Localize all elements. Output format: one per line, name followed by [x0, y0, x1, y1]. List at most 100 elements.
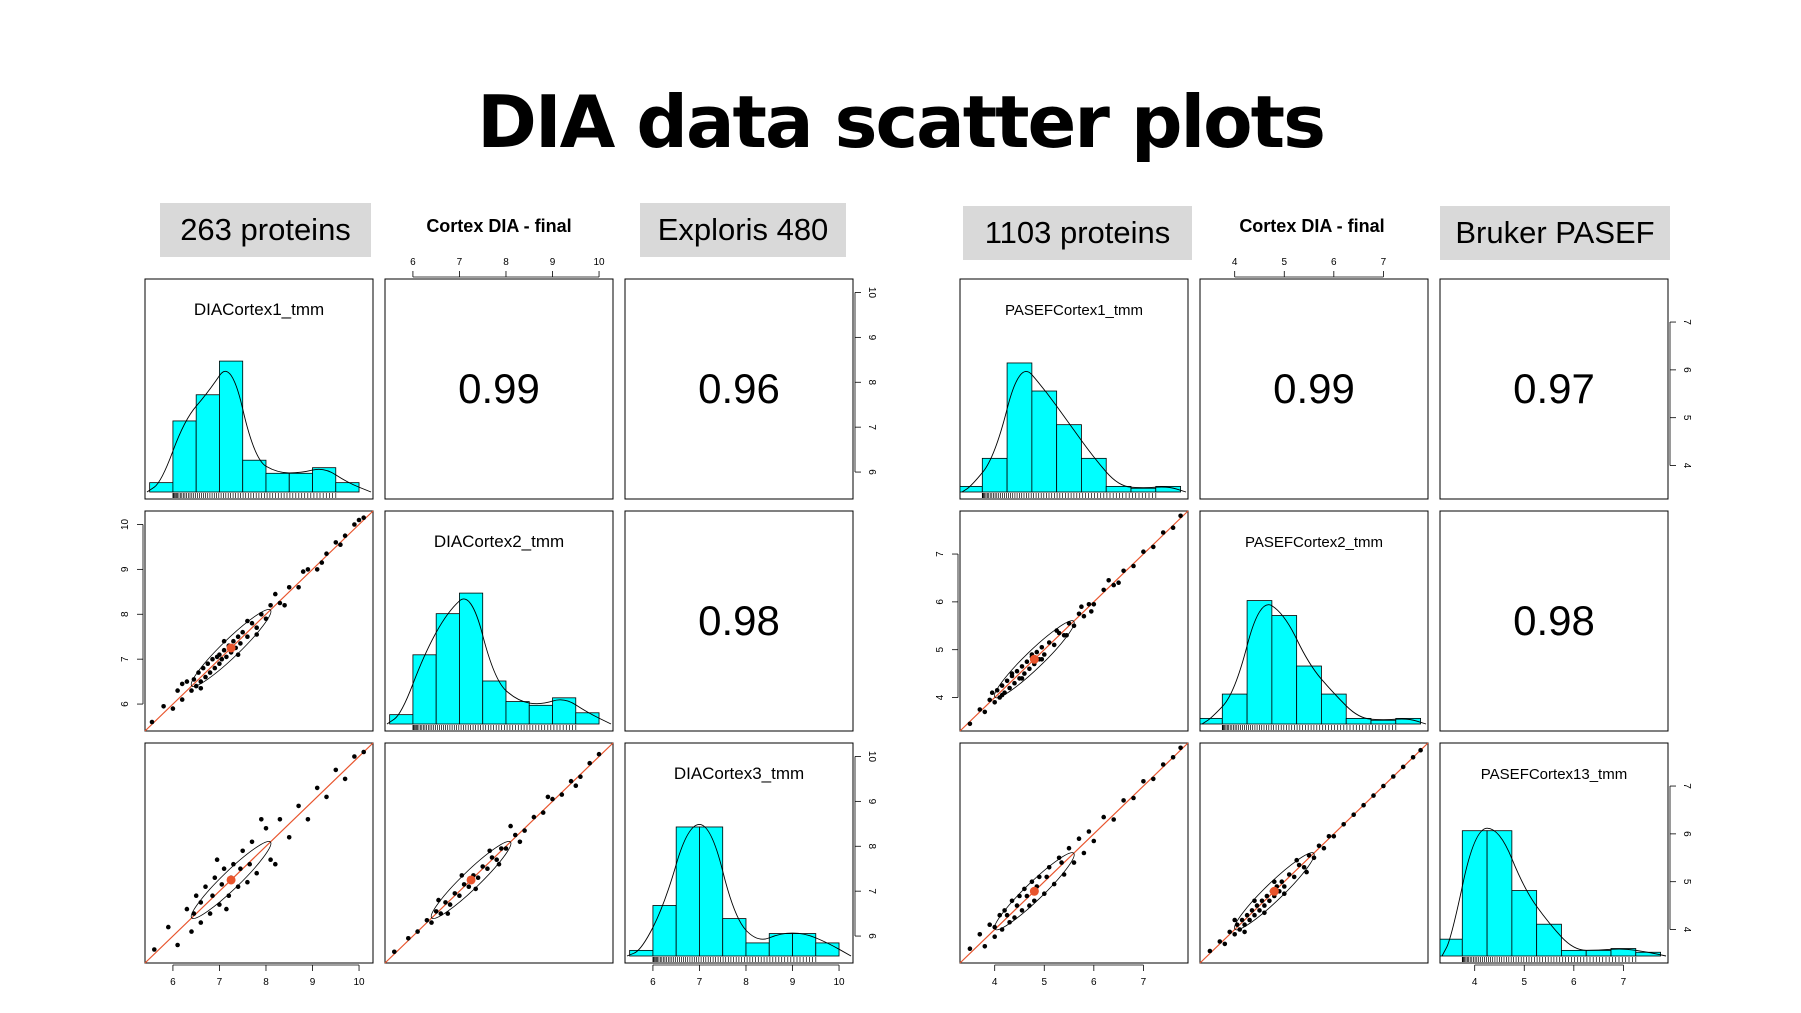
dia-scatter-point: [217, 652, 222, 657]
pasef-mean-point: [1029, 886, 1039, 896]
dia-scatter-point: [249, 839, 255, 845]
dia-scatter-point: [461, 882, 467, 887]
dia-scatter-point: [224, 654, 229, 660]
pasef-scatter-point: [1004, 678, 1010, 684]
dia-scatter-point: [578, 774, 583, 779]
dia-panel-1-0: [144, 510, 374, 732]
pasef-scatter-point: [1331, 834, 1337, 839]
pasef-scatter-point: [1121, 568, 1126, 574]
pasef-scatter-point: [982, 709, 988, 715]
dia-scatter-point: [219, 656, 225, 662]
dia-hist-bar: [219, 360, 244, 493]
pasef-scatter-point: [1279, 879, 1285, 884]
pasef-scatter-point: [1037, 874, 1042, 880]
dia-scatter-point: [522, 828, 527, 833]
dia-hist-bar: [699, 826, 724, 957]
pasef-scatter-point: [1046, 865, 1052, 870]
pasef-scatter-point: [977, 932, 983, 937]
pasef-scatter-point: [1046, 640, 1052, 645]
pasef-hist-bar: [1221, 693, 1248, 725]
pasef-scatter-point: [1296, 862, 1302, 868]
dia-scatter-point: [559, 792, 565, 797]
pasef-scatter-point: [1232, 932, 1237, 937]
dia-right-tick-label: 10: [866, 751, 877, 763]
dia-panel-1-1: [384, 510, 614, 732]
pasef-scatter-point: [1106, 578, 1111, 583]
dia-scatter-point: [282, 603, 287, 608]
pasef-mean-point: [1029, 654, 1039, 664]
dia-scatter-point: [277, 817, 283, 822]
dia-scatter-point: [254, 625, 259, 630]
dia-scatter-point: [247, 861, 252, 867]
dia-scatter-point: [573, 783, 579, 788]
dia-scatter-point: [221, 638, 227, 644]
dia-scatter-point: [494, 857, 500, 862]
dia-scatter-point: [503, 846, 509, 851]
dia-scatter-point: [436, 897, 441, 903]
pasef-scatter-point: [1012, 680, 1017, 686]
pasef-scatter-point: [1056, 855, 1062, 861]
pasef-scatter-point: [1222, 941, 1228, 947]
pasef-scatter-point: [1410, 755, 1416, 760]
dia-top-tick-label: 10: [593, 257, 605, 268]
pasef-scatter-point: [1079, 604, 1084, 609]
pasef-bottom-tick-label: 5: [1521, 977, 1527, 988]
dia-scatter-point: [406, 936, 411, 941]
pasef-left-tick-label: 5: [935, 646, 946, 652]
dia-fit-line: [384, 742, 614, 964]
dia-scatter-point: [415, 929, 420, 934]
pasef-scatter-point: [1178, 513, 1183, 519]
pasef-plot-title: Cortex DIA - final: [1239, 216, 1385, 236]
pasef-scatter-point: [1111, 582, 1116, 588]
pasef-panel-0-0: [959, 278, 1189, 500]
pasef-scatter-point: [1032, 898, 1037, 904]
dia-scatter-point: [193, 893, 199, 898]
pasef-scatter-point: [1264, 893, 1270, 899]
pasef-hist-bar: [1155, 485, 1181, 493]
dia-scatter-point: [254, 870, 259, 876]
pasef-hist-bar: [1271, 615, 1298, 725]
pasef-scatter-point: [1259, 898, 1265, 904]
pasef-hist-bar: [1321, 693, 1347, 725]
dia-scatter-point: [268, 857, 273, 862]
pasef-panel-2-1: [1199, 742, 1429, 964]
dia-bottom-tick-label: 6: [170, 977, 176, 988]
dia-scatter-point: [305, 817, 311, 822]
dia-right-tick-label: 9: [866, 335, 877, 341]
pasef-rug-marks: [1461, 957, 1637, 962]
dia-scatter-point: [210, 656, 215, 662]
dia-right-tick-label: 7: [866, 424, 877, 430]
pasef-scatter-point: [1311, 855, 1317, 861]
dia-correlation-value: 0.98: [698, 597, 780, 644]
pasef-scatter-point: [1262, 910, 1267, 916]
dia-top-tick-label: 6: [410, 257, 416, 268]
pasef-scatter-point: [999, 692, 1005, 698]
dia-scatter-point: [361, 515, 367, 520]
pasef-rug-marks: [981, 493, 1157, 498]
dia-scatter-point: [179, 697, 185, 702]
pasef-scatter-point: [1131, 795, 1136, 801]
dia-scatter-point: [296, 803, 301, 809]
pasef-density-curve: [1441, 827, 1667, 957]
dia-scatter-point: [273, 591, 278, 597]
pasef-top-tick-label: 7: [1381, 257, 1387, 268]
pasef-top-tick-label: 6: [1331, 257, 1337, 268]
dia-scatter-point: [499, 846, 504, 851]
pasef-scatter-point: [1012, 915, 1017, 920]
pasef-scatter-point: [1400, 764, 1406, 770]
dia-scatter-point: [286, 585, 292, 590]
dia-left-tick-label: 10: [120, 518, 131, 530]
dia-scatter-point: [219, 882, 225, 887]
pasef-scatter-point: [1116, 580, 1121, 585]
pasef-protein-count-label: 1103 proteins: [963, 206, 1192, 260]
dia-bottom-tick-label: 6: [650, 977, 656, 988]
dia-right-tick-label: 9: [866, 799, 877, 805]
pasef-scatter-point: [989, 690, 995, 695]
pasef-scatter-point: [1086, 602, 1092, 607]
dia-right-tick-label: 7: [866, 888, 877, 894]
pasef-diagonal-label: PASEFCortex13_tmm: [1481, 766, 1627, 783]
dia-scatter-point: [240, 629, 245, 635]
dia-density-curve: [626, 823, 852, 957]
dia-right-tick-label: 6: [866, 933, 877, 939]
